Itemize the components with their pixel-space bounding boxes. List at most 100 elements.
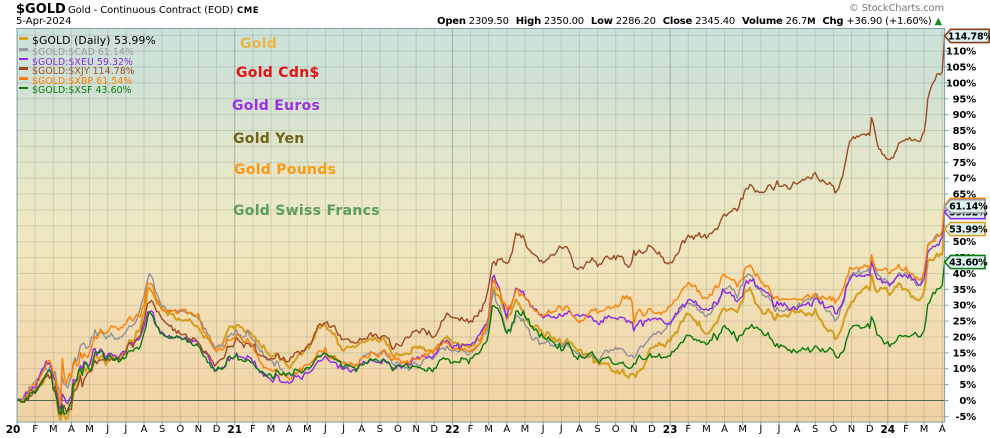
price-callout-xsf: 43.60% bbox=[943, 254, 988, 270]
series-line-gold-xbp bbox=[17, 204, 945, 406]
open-label: Open bbox=[437, 15, 466, 27]
legend-item-gold-xjy: $GOLD:$XJY 114.78% bbox=[19, 59, 135, 78]
x-axis-label: D bbox=[865, 424, 874, 435]
legend-item-gold-xbp: $GOLD:$XBP 61.54% bbox=[19, 69, 132, 88]
y-axis-label: 80% bbox=[953, 142, 977, 153]
x-axis-label: A bbox=[358, 424, 366, 435]
x-axis-label: M bbox=[48, 424, 58, 435]
x-axis-label: A bbox=[721, 424, 728, 435]
x-axis-label: N bbox=[194, 424, 203, 435]
price-callout-gold: 53.99% bbox=[943, 221, 988, 237]
legend-item-gold-xsf: $GOLD:$XSF 43.60% bbox=[19, 78, 132, 97]
x-axis-label: F bbox=[467, 424, 474, 435]
y-axis-label: 110% bbox=[946, 47, 976, 58]
svg-text:53.99%: 53.99% bbox=[949, 224, 988, 235]
legend-item-gold-daily: $GOLD (Daily) 53.99% bbox=[19, 29, 156, 48]
y-axis-label: 70% bbox=[953, 174, 977, 185]
x-axis-label: 20 bbox=[5, 424, 21, 436]
x-axis-label: N bbox=[412, 424, 420, 435]
x-axis-label: F bbox=[32, 424, 39, 435]
high-value: 2350.00 bbox=[543, 15, 584, 27]
x-axis-label: J bbox=[323, 424, 327, 435]
x-axis-label: M bbox=[85, 424, 94, 435]
legend-label: $GOLD (Daily) 53.99% bbox=[32, 34, 156, 47]
copyright-watermark: © StockCharts.com bbox=[848, 3, 944, 14]
annotation-gold-cdn: Gold Cdn$ bbox=[236, 64, 320, 81]
x-axis-label: S bbox=[594, 424, 601, 435]
x-axis-label: A bbox=[793, 424, 801, 435]
legend-label: $GOLD:$XEU 59.32% bbox=[32, 56, 133, 68]
annotation-gold-euros: Gold Euros bbox=[232, 98, 321, 114]
x-axis-label: J bbox=[759, 424, 763, 435]
y-axis-label: 40% bbox=[953, 269, 977, 280]
x-axis-label: O bbox=[394, 424, 402, 435]
x-axis-label: D bbox=[212, 424, 221, 435]
x-axis-label: M bbox=[702, 424, 711, 435]
annotation-gold-swiss-francs: Gold Swiss Francs bbox=[233, 202, 380, 219]
x-axis-label: J bbox=[106, 424, 110, 435]
change-up-arrow-icon: ▲ bbox=[934, 15, 943, 27]
x-axis-label: M bbox=[266, 424, 276, 435]
legend-label: $GOLD:$XBP 61.54% bbox=[32, 75, 133, 87]
y-axis-label: 30% bbox=[953, 301, 977, 312]
annotation-gold-pounds: Gold Pounds bbox=[234, 162, 337, 178]
x-axis-label: N bbox=[847, 424, 856, 435]
legend-dash-icon bbox=[19, 86, 28, 90]
x-axis-label: J bbox=[559, 424, 563, 435]
annotation-gold-yen: Gold Yen bbox=[233, 131, 305, 147]
y-axis-label: 20% bbox=[953, 332, 977, 343]
svg-text:114.78%: 114.78% bbox=[948, 31, 990, 42]
x-axis-label: 21 bbox=[227, 424, 243, 436]
close-label: Close bbox=[662, 15, 693, 27]
y-axis-label: 65% bbox=[953, 190, 977, 201]
legend-label: $GOLD:$XSF 43.60% bbox=[32, 85, 132, 97]
volume-label: Volume bbox=[742, 15, 783, 27]
x-axis-label: M bbox=[302, 424, 312, 435]
x-axis-label: S bbox=[158, 424, 166, 435]
x-axis-label: A bbox=[575, 424, 583, 435]
y-axis-label: 25% bbox=[953, 317, 977, 328]
legend-dash-icon bbox=[19, 48, 28, 51]
legend-label: $GOLD:$CAD 61.14% bbox=[32, 47, 134, 58]
x-axis-label: N bbox=[630, 424, 638, 435]
y-axis-label: 85% bbox=[953, 126, 977, 137]
x-axis-label: O bbox=[611, 424, 620, 435]
y-axis-label: -5% bbox=[955, 412, 976, 423]
x-axis-label: M bbox=[484, 424, 494, 435]
low-label: Low bbox=[590, 15, 613, 27]
svg-text:61.14%: 61.14% bbox=[949, 202, 988, 213]
y-axis-label: 90% bbox=[953, 110, 977, 121]
x-axis-label: A bbox=[140, 424, 148, 435]
volume-value: 26.7 bbox=[785, 15, 808, 27]
x-axis-label: 23 bbox=[662, 424, 678, 436]
x-axis-label: S bbox=[812, 424, 819, 435]
plot-background bbox=[17, 28, 945, 422]
y-axis-label: 0% bbox=[959, 396, 976, 407]
x-axis-label: M bbox=[919, 424, 929, 435]
x-axis-label: A bbox=[285, 424, 293, 435]
legend-dash-icon bbox=[19, 37, 28, 40]
legend-dash-icon bbox=[19, 67, 28, 70]
x-axis-label: A bbox=[68, 424, 75, 435]
y-axis-label: 75% bbox=[953, 158, 977, 169]
series-lines bbox=[17, 35, 945, 421]
x-axis-label: 22 bbox=[445, 424, 460, 436]
x-axis-label: F bbox=[903, 424, 909, 435]
annotation-gold: Gold bbox=[240, 36, 278, 52]
x-axis-label: A bbox=[503, 424, 511, 435]
legend-dash-icon bbox=[19, 57, 28, 61]
legend-label: $GOLD:$XJY 114.78% bbox=[32, 66, 135, 78]
open-value: 2309.50 bbox=[468, 15, 509, 27]
chart-title: Gold - Continuous Contract (EOD) bbox=[68, 4, 234, 16]
x-axis-label: J bbox=[777, 424, 781, 435]
y-axis-label: 5% bbox=[959, 380, 976, 391]
x-axis-label: M bbox=[738, 424, 747, 435]
low-value: 2286.20 bbox=[615, 15, 656, 27]
volume-unit: M bbox=[807, 16, 816, 27]
x-axis-label: J bbox=[342, 424, 346, 435]
x-axis-label: S bbox=[376, 424, 384, 435]
high-label: High bbox=[515, 15, 541, 27]
x-axis-label: J bbox=[124, 424, 128, 435]
